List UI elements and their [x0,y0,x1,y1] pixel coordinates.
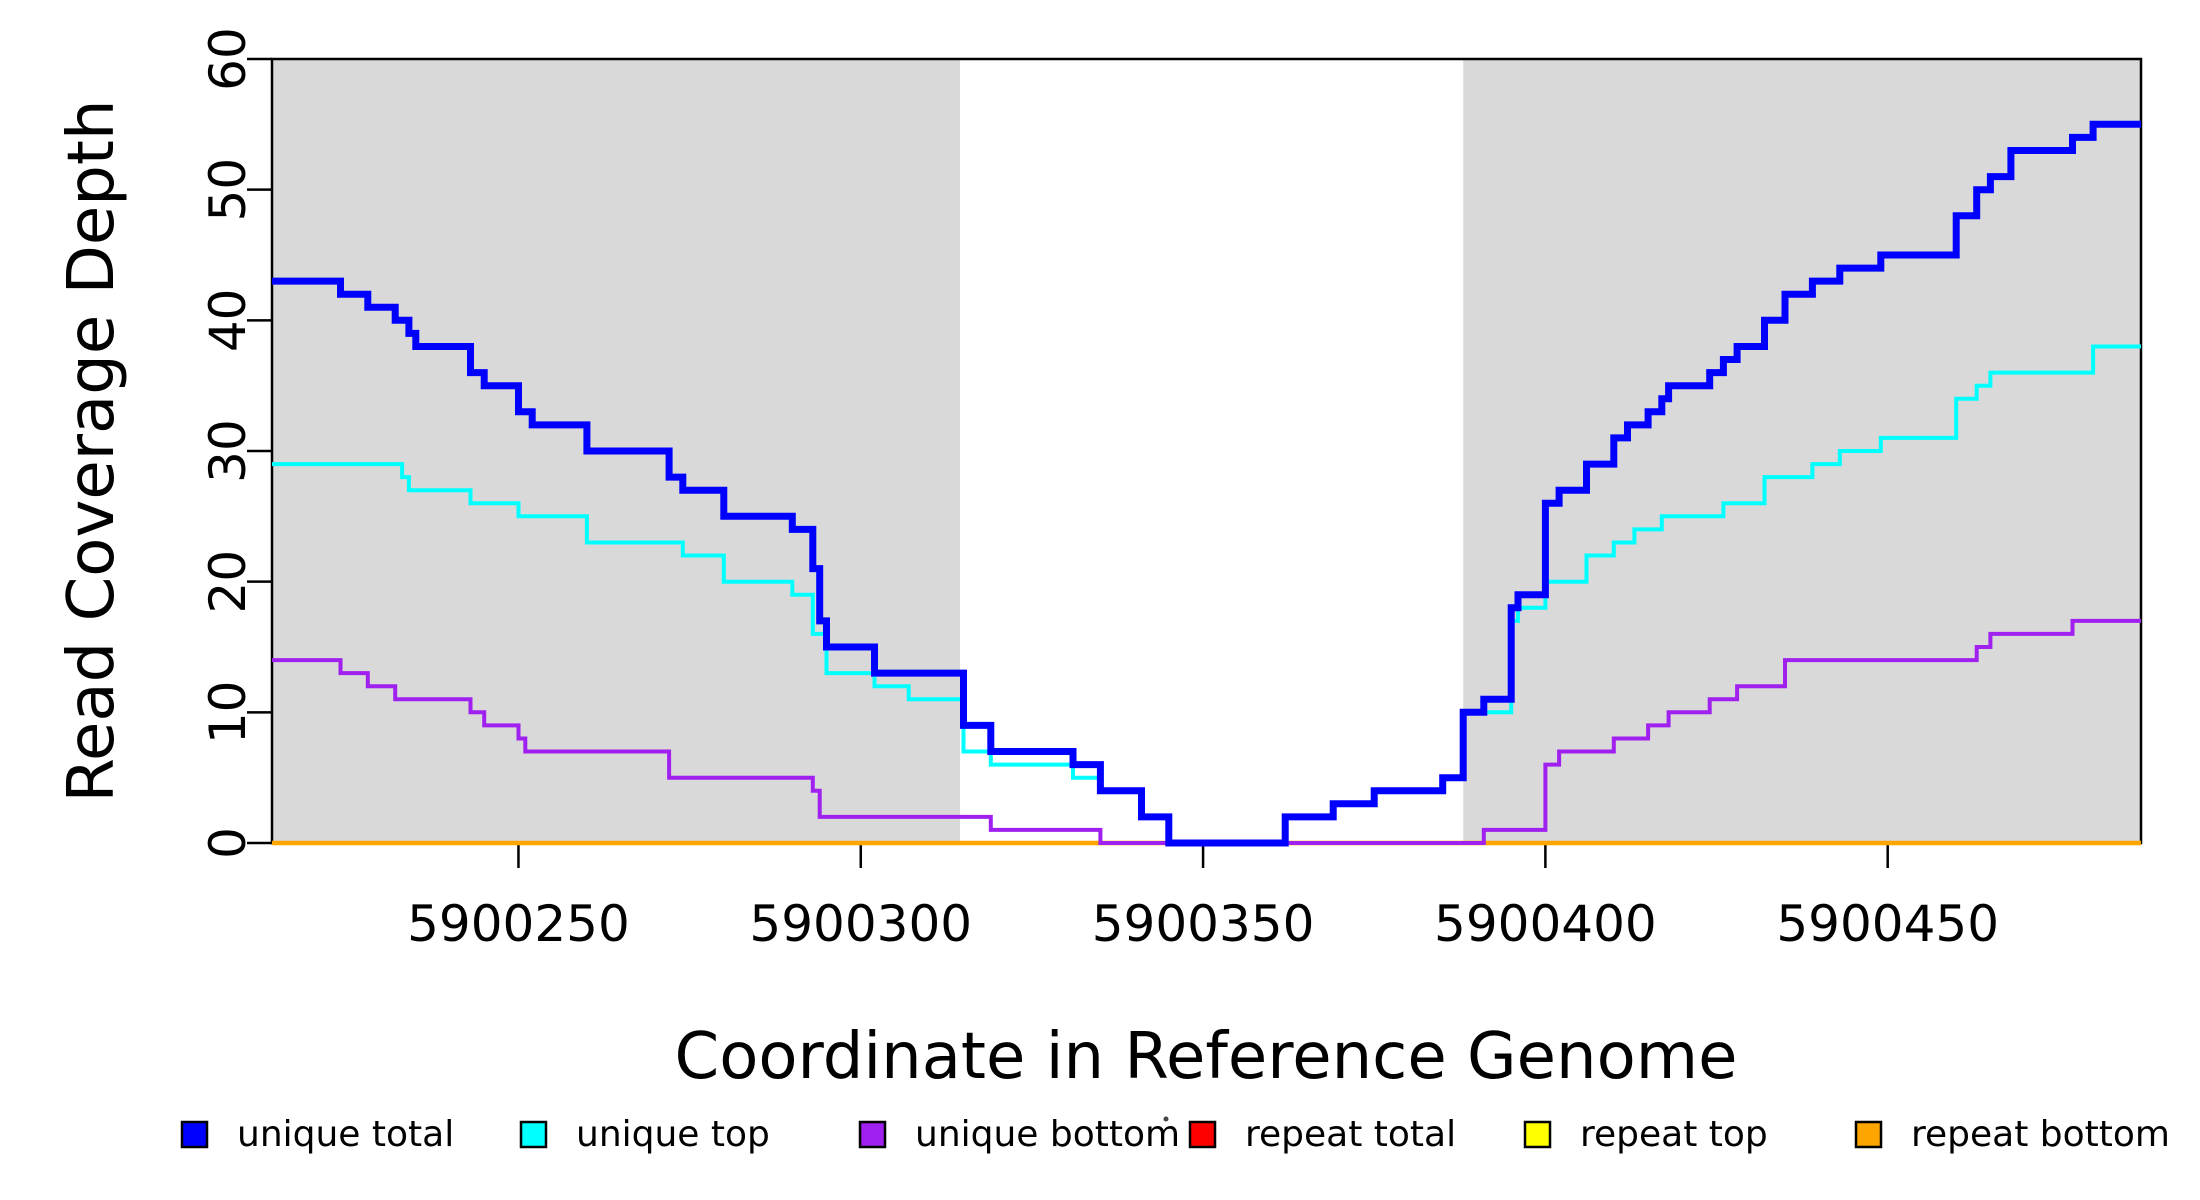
series-lines [272,120,2141,1122]
axes: 5900250 5900300 5900350 5900400 5900450 0 10 20… [199,27,2143,953]
legend-swatch [1854,1120,1883,1149]
y-tick-label: 50 [199,158,257,222]
legend-item-unique-top: unique top [519,1114,770,1155]
legend-label: repeat bottom [1911,1114,2170,1155]
shaded-regions [272,59,2141,843]
y-tick-label: 40 [199,289,257,353]
legend-item-unique-total: unique total [180,1114,454,1155]
legend-swatch [858,1120,887,1149]
shaded-region [1463,59,2141,843]
legend-item-unique-bottom: unique bottom [858,1114,1180,1155]
series-line-unique-bottom [272,618,2141,845]
legend-label: repeat total [1245,1114,1456,1155]
legend-item-repeat-total: repeat total [1188,1114,1456,1155]
legend-label: unique bottom [915,1114,1180,1155]
x-tick-label: 5900300 [749,895,972,953]
stray-mark [1163,1116,1169,1122]
legend-label: unique total [237,1114,454,1155]
legend-swatch [519,1120,548,1149]
legend: unique total unique top unique bottom repea… [180,1114,2170,1155]
legend-item-repeat-bottom: repeat bottom [1854,1114,2170,1155]
series-line-unique-total [272,120,2141,847]
legend-label: repeat top [1580,1114,1768,1155]
x-axis-title: Coordinate in Reference Genome [675,1020,1738,1094]
x-tick-label: 5900400 [1434,895,1657,953]
legend-swatch [1523,1120,1552,1149]
y-tick-label: 30 [199,419,257,483]
y-axis-title: Read Coverage Depth [55,99,129,802]
y-tick-label: 20 [199,550,257,614]
x-tick-label: 5900350 [1092,895,1315,953]
y-tick-label: 10 [199,681,257,745]
legend-item-repeat-top: repeat top [1523,1114,1768,1155]
legend-swatch [180,1120,209,1149]
x-tick-label: 5900250 [407,895,630,953]
legend-swatch [1188,1120,1217,1149]
x-tick-label: 5900450 [1776,895,1999,953]
legend-label: unique top [576,1114,770,1155]
y-tick-label: 0 [199,827,257,859]
y-tick-label: 60 [199,27,257,91]
